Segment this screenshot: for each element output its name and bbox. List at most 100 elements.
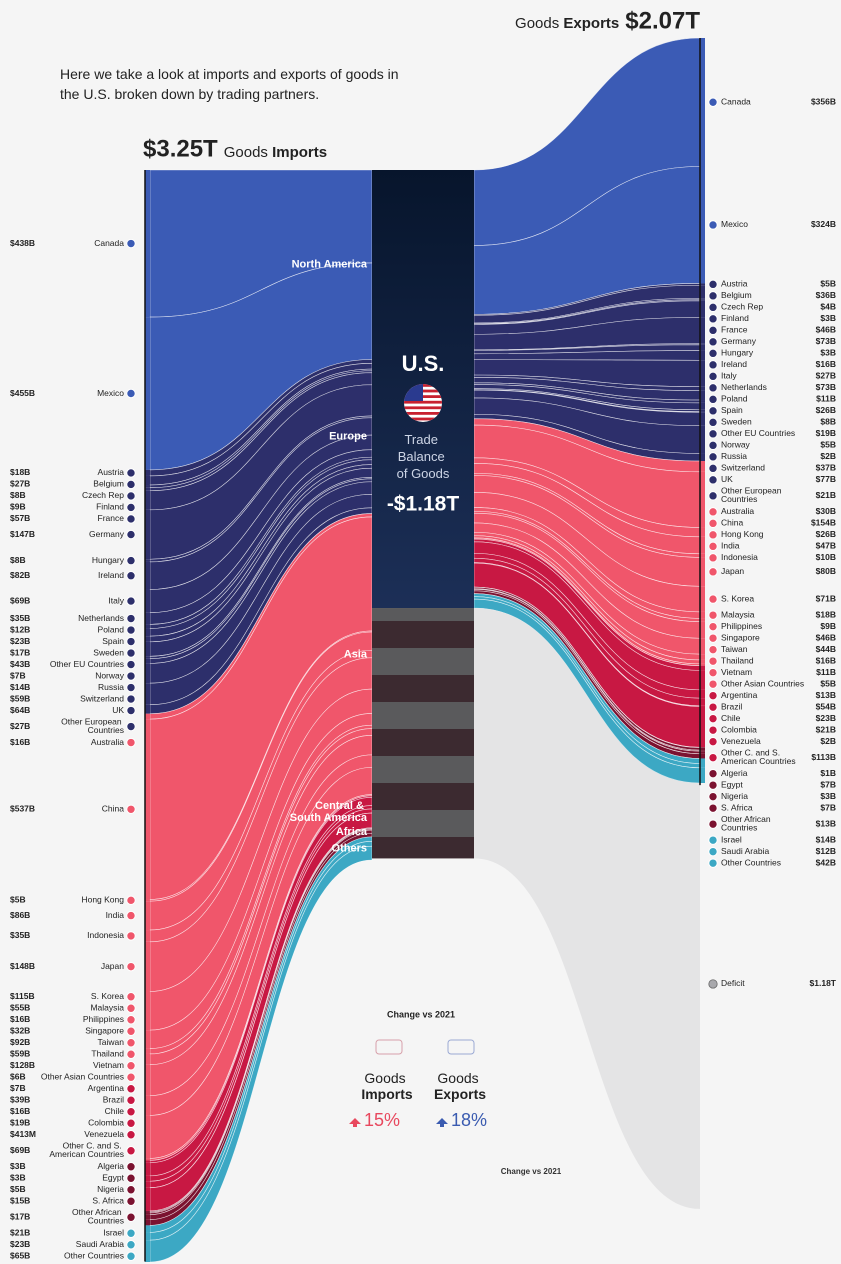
partner-value: $11B: [816, 667, 836, 677]
export-bar: [700, 285, 705, 299]
partner-value: $12B: [10, 624, 30, 634]
flag: [708, 279, 718, 290]
import-bar: [145, 658, 150, 664]
flag: [708, 325, 718, 336]
partner-value: $23B: [10, 1239, 30, 1249]
partner-value: $39B: [10, 1095, 30, 1105]
change-panel: Change vs 2021 Goods Imports Goods Expor…: [349, 1009, 562, 1176]
imports-title: Goods Imports: [224, 144, 327, 161]
partner-name: Italy: [721, 371, 737, 381]
partner-name: Other Countries: [721, 857, 781, 867]
deficit-value: $1.18T: [810, 978, 837, 988]
imports-change-label: Goods Imports: [361, 1070, 413, 1102]
flag: [708, 337, 718, 347]
flag: [708, 302, 718, 313]
flag: [126, 636, 136, 647]
partner-name: France: [98, 513, 125, 523]
import-bar: [145, 1219, 150, 1226]
partner-value: $42B: [816, 857, 836, 867]
partner-value: $148B: [10, 961, 35, 971]
partner-name: Belgium: [93, 479, 124, 489]
partner-name: Other C. and S. American Countries: [721, 748, 796, 767]
flag: [126, 238, 136, 249]
export-bar: [700, 390, 705, 401]
partner-value: $65B: [10, 1251, 30, 1261]
flag: [126, 737, 136, 748]
import-bar: [145, 719, 150, 900]
partner-name: Ireland: [98, 570, 124, 580]
flag-stripe: [404, 400, 442, 404]
flag: [126, 1003, 136, 1013]
partner-value: $17B: [10, 647, 30, 657]
import-bar: [145, 1212, 150, 1215]
flag: [708, 220, 718, 230]
flag: [708, 633, 718, 643]
partner-name: Chile: [721, 713, 741, 723]
flag: [126, 1162, 136, 1172]
partner-value: $77B: [816, 474, 836, 484]
import-bar: [145, 490, 150, 510]
export-bar: [700, 409, 705, 412]
flag: [708, 656, 718, 666]
flag: [708, 768, 718, 779]
partner-name: Canada: [721, 96, 751, 106]
import-bar: [145, 1175, 150, 1182]
partner-value: $8B: [820, 417, 836, 427]
flag: [708, 507, 718, 517]
flag: [708, 835, 718, 845]
flag: [126, 613, 136, 624]
export-bar: [700, 753, 705, 759]
partner-name: S. Africa: [721, 802, 753, 812]
import-bar: [145, 991, 150, 1031]
flag: [126, 625, 136, 635]
partner-name: Austria: [98, 467, 125, 477]
flag: [708, 679, 718, 689]
partner-value: $59B: [10, 693, 30, 703]
flag: [708, 667, 718, 678]
export-bar: [700, 618, 705, 622]
export-bar: [700, 402, 705, 410]
partner-value: $37B: [816, 463, 836, 473]
partner-value: $3B: [10, 1173, 26, 1183]
partner-name: Other Countries: [64, 1251, 124, 1261]
partner-name: Malaysia: [721, 609, 755, 619]
import-bar: [145, 561, 150, 590]
center-title: U.S.: [402, 351, 445, 376]
flag: [708, 752, 718, 763]
partner-value: $36B: [816, 290, 836, 300]
export-bar: [700, 654, 705, 660]
export-bar: [700, 747, 705, 751]
partner-value: $15B: [10, 1196, 30, 1206]
flag: [708, 530, 718, 540]
exports-change: 18%: [451, 1110, 487, 1130]
flag: [708, 452, 718, 462]
flag: [708, 819, 718, 829]
import-bar: [145, 1158, 150, 1161]
balance-bar: [372, 608, 474, 859]
flag: [126, 659, 136, 670]
export-bar: [700, 689, 705, 699]
partner-value: $8B: [10, 490, 26, 500]
partner-value: $147B: [10, 529, 35, 539]
export-bar: [700, 751, 705, 754]
partner-value: $27B: [10, 479, 30, 489]
import-bar: [145, 1048, 150, 1054]
partner-value: $26B: [816, 405, 836, 415]
import-bar: [145, 509, 150, 560]
import-bar: [145, 941, 150, 992]
import-bar: [145, 1115, 150, 1159]
partner-name: Other African Countries: [72, 1207, 124, 1226]
partner-value: $455B: [10, 388, 35, 398]
partner-name: Thailand: [91, 1049, 124, 1059]
partner-value: $438B: [10, 238, 35, 248]
export-bar: [700, 386, 705, 391]
partner-name: China: [721, 518, 743, 528]
partner-name: Singapore: [721, 632, 760, 642]
flag: [126, 931, 136, 941]
partner-value: $73B: [816, 336, 836, 346]
partner-name: Nigeria: [721, 791, 748, 801]
partner-name: Taiwan: [721, 644, 748, 654]
partner-name: Japan: [721, 566, 744, 576]
partner-value: $18B: [10, 467, 30, 477]
partner-name: Australia: [721, 506, 754, 516]
